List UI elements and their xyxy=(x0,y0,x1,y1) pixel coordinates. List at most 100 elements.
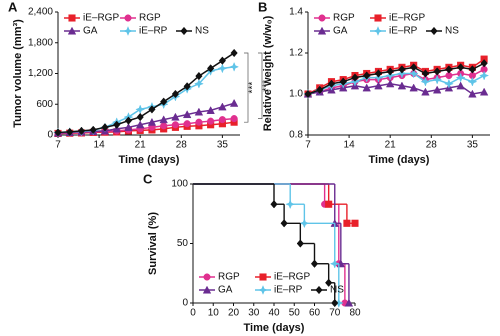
legend-marker xyxy=(180,26,188,36)
legend-label: GA xyxy=(83,26,98,37)
legend-marker xyxy=(318,14,326,22)
marker xyxy=(207,64,215,73)
x-axis-label: Time (days) xyxy=(119,154,180,166)
x-tick-label: 0 xyxy=(190,308,196,319)
panel-label: C xyxy=(143,171,153,186)
marker xyxy=(280,219,288,228)
legend-marker xyxy=(202,285,212,294)
marker xyxy=(193,78,204,89)
marker xyxy=(299,218,310,229)
x-tick-label: 7 xyxy=(55,140,61,151)
legend-label: iE–RGP xyxy=(274,272,310,283)
marker xyxy=(135,104,146,115)
marker xyxy=(467,76,478,87)
legend-marker xyxy=(317,26,327,35)
x-tick-label: 21 xyxy=(385,140,397,151)
marker xyxy=(304,89,312,99)
x-tick-label: 40 xyxy=(268,308,280,319)
legend-marker xyxy=(259,273,267,281)
legend-marker xyxy=(373,26,383,36)
x-tick-label: 14 xyxy=(344,140,356,151)
x-tick-label: 35 xyxy=(467,140,479,151)
annotation: *** xyxy=(262,80,273,92)
marker xyxy=(479,87,489,96)
marker xyxy=(217,63,228,74)
marker xyxy=(182,110,192,119)
series-line xyxy=(57,52,235,134)
marker xyxy=(480,59,488,68)
marker xyxy=(89,125,97,135)
marker xyxy=(66,127,74,137)
y-tick-label: 1.2 xyxy=(289,48,303,59)
marker xyxy=(136,112,144,122)
y-tick-label: 50 xyxy=(177,238,189,249)
marker xyxy=(385,79,395,88)
marker xyxy=(54,128,62,137)
y-tick-label: 1.0 xyxy=(289,89,303,100)
marker xyxy=(343,219,351,227)
y-axis-label: Relative weight (w/w₀) xyxy=(262,15,274,131)
marker xyxy=(310,259,319,268)
marker xyxy=(218,102,227,111)
series-line xyxy=(307,72,485,95)
legend-label: GA xyxy=(333,26,348,37)
legend-label: GA xyxy=(218,285,233,296)
marker xyxy=(124,116,133,125)
x-tick-label: 50 xyxy=(289,308,301,319)
marker xyxy=(195,118,203,126)
panel-label: B xyxy=(258,0,267,14)
y-tick-label: 0.8 xyxy=(289,130,303,141)
x-tick-label: 70 xyxy=(329,308,341,319)
marker xyxy=(421,69,430,78)
marker xyxy=(351,219,359,227)
marker xyxy=(479,70,490,81)
marker xyxy=(195,71,203,81)
legend-marker xyxy=(123,26,133,36)
marker xyxy=(207,117,215,125)
x-axis-label: Time (days) xyxy=(244,322,305,334)
y-tick-label: 1,200 xyxy=(28,68,53,79)
marker xyxy=(77,126,86,136)
legend-marker xyxy=(124,14,132,22)
y-tick-label: 1,800 xyxy=(28,37,53,48)
x-tick-label: 20 xyxy=(228,308,240,319)
legend-label: iE–RGP xyxy=(83,13,119,24)
marker xyxy=(270,200,278,209)
legend-marker xyxy=(68,14,76,22)
marker xyxy=(398,65,406,74)
legend-label: iE–RP xyxy=(389,26,418,37)
marker xyxy=(386,67,394,76)
series-line xyxy=(307,58,485,95)
marker xyxy=(433,67,441,76)
x-tick-label: 14 xyxy=(94,140,106,151)
legend-marker xyxy=(203,273,211,281)
y-tick-label: 1.4 xyxy=(289,7,303,18)
x-tick-label: 28 xyxy=(176,140,188,151)
x-tick-label: 80 xyxy=(349,308,361,319)
marker xyxy=(171,89,180,99)
y-axis-label: Tumor volume (mm³) xyxy=(12,19,24,128)
marker xyxy=(327,79,336,88)
marker xyxy=(443,78,454,89)
marker xyxy=(397,81,407,90)
marker xyxy=(363,71,371,80)
series-line xyxy=(307,62,485,95)
marker xyxy=(230,115,238,123)
marker xyxy=(206,106,215,114)
y-tick-label: 0 xyxy=(47,130,53,141)
marker xyxy=(432,85,442,94)
marker xyxy=(285,199,296,210)
marker xyxy=(101,123,109,132)
marker xyxy=(148,105,156,114)
bracket xyxy=(244,52,249,123)
legend-marker xyxy=(374,14,382,22)
marker xyxy=(230,48,238,58)
marker xyxy=(432,74,443,85)
marker xyxy=(316,85,324,95)
x-tick-label: 21 xyxy=(135,140,147,151)
marker xyxy=(229,98,239,107)
marker xyxy=(374,69,383,78)
marker xyxy=(160,97,168,106)
x-axis-label: Time (days) xyxy=(369,154,430,166)
